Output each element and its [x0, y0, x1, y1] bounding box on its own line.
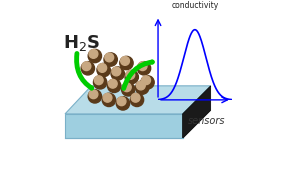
Circle shape — [104, 53, 117, 66]
Circle shape — [112, 67, 121, 76]
Circle shape — [89, 50, 98, 58]
Circle shape — [94, 76, 107, 89]
Circle shape — [126, 70, 135, 79]
Text: H$_2$S: H$_2$S — [63, 33, 101, 53]
Circle shape — [130, 93, 144, 107]
Circle shape — [94, 76, 103, 85]
Circle shape — [125, 70, 139, 84]
Circle shape — [102, 93, 115, 107]
Circle shape — [137, 62, 151, 75]
Circle shape — [136, 81, 149, 94]
Circle shape — [111, 67, 124, 80]
Text: sensors: sensors — [188, 116, 226, 126]
Circle shape — [107, 79, 121, 92]
Polygon shape — [65, 86, 211, 114]
Circle shape — [98, 64, 107, 72]
Circle shape — [88, 90, 102, 103]
Circle shape — [105, 53, 114, 62]
Circle shape — [81, 62, 94, 75]
Circle shape — [82, 62, 91, 70]
FancyArrowPatch shape — [124, 62, 152, 88]
Circle shape — [137, 81, 145, 90]
Polygon shape — [183, 86, 211, 139]
Circle shape — [108, 79, 117, 88]
Circle shape — [103, 93, 112, 102]
Circle shape — [142, 76, 151, 85]
Circle shape — [120, 56, 133, 70]
Circle shape — [89, 90, 98, 99]
Polygon shape — [65, 114, 183, 139]
Circle shape — [138, 62, 147, 70]
Circle shape — [88, 49, 102, 63]
Circle shape — [131, 93, 140, 102]
Circle shape — [121, 57, 129, 65]
Circle shape — [97, 63, 110, 77]
Circle shape — [122, 83, 131, 92]
Circle shape — [117, 97, 126, 106]
FancyArrowPatch shape — [77, 53, 92, 88]
Circle shape — [141, 76, 154, 89]
Circle shape — [122, 83, 135, 96]
Circle shape — [116, 97, 130, 110]
